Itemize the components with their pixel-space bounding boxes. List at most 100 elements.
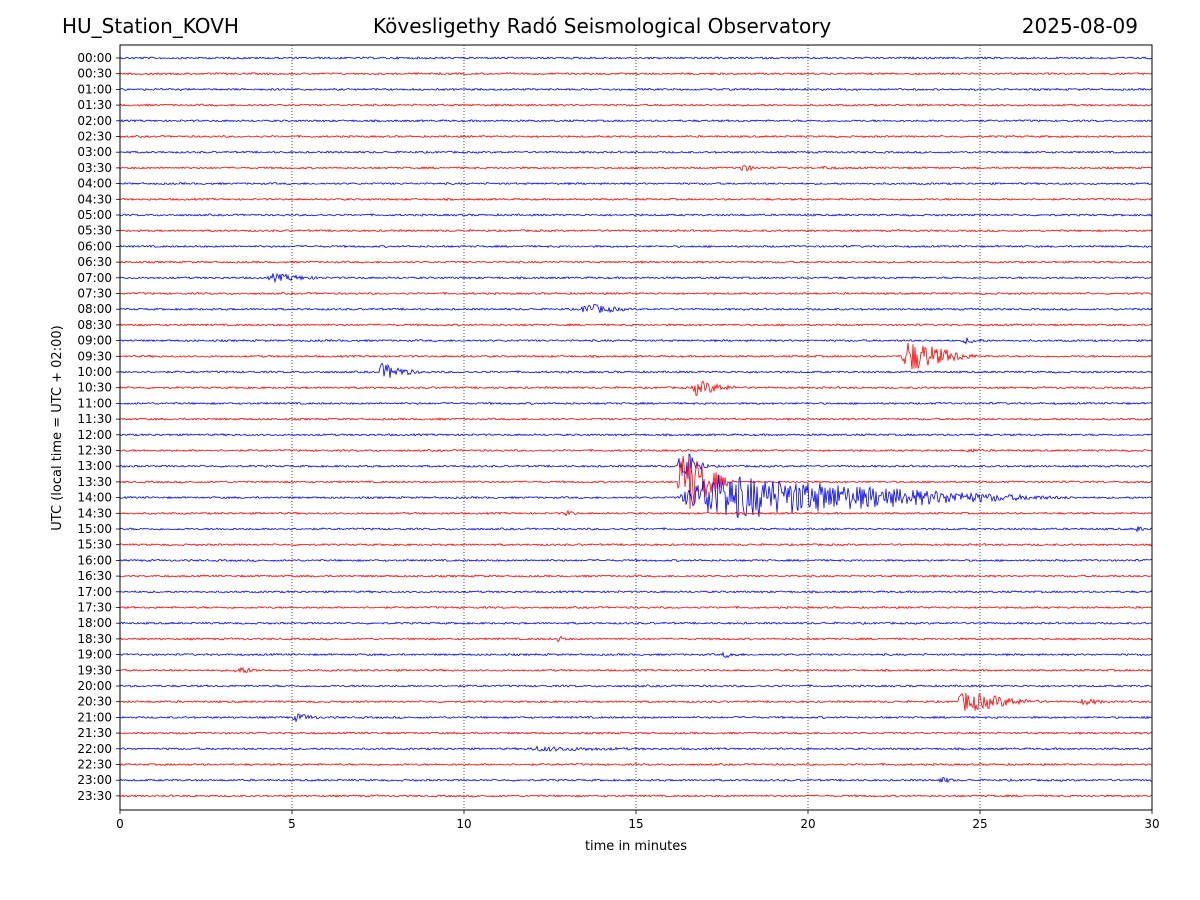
y-tick-label: 05:30 <box>77 224 112 238</box>
x-tick-label: 30 <box>1144 817 1159 831</box>
y-tick-label: 01:30 <box>77 98 112 112</box>
y-tick-label: 10:00 <box>77 365 112 379</box>
trace-2130 <box>119 731 1153 735</box>
trace-0700 <box>119 273 1153 284</box>
trace-1700 <box>119 590 1153 594</box>
trace-0130 <box>119 103 1153 107</box>
trace-0030 <box>119 71 1153 76</box>
y-tick-label: 22:00 <box>77 742 112 756</box>
trace-1230 <box>119 448 1152 453</box>
y-tick-label: 00:30 <box>77 67 112 81</box>
trace-0830 <box>119 323 1153 327</box>
x-tick-label: 5 <box>288 817 296 831</box>
y-tick-label: 10:30 <box>77 381 112 395</box>
y-tick-label: 09:30 <box>77 349 112 363</box>
trace-0100 <box>119 87 1153 92</box>
trace-1430 <box>120 509 1153 517</box>
y-tick-label: 07:30 <box>77 287 112 301</box>
trace-0900 <box>119 337 1153 345</box>
trace-2330 <box>119 794 1153 798</box>
trace-1130 <box>120 417 1153 421</box>
trace-0230 <box>119 134 1153 139</box>
trace-1730 <box>119 605 1152 610</box>
y-tick-label: 23:30 <box>77 789 112 803</box>
y-tick-label: 08:30 <box>77 318 112 332</box>
y-tick-label: 22:30 <box>77 758 112 772</box>
trace-0730 <box>119 291 1153 296</box>
y-tick-label: 02:30 <box>77 130 112 144</box>
trace-2230 <box>119 762 1153 767</box>
y-tick-label: 09:00 <box>77 334 112 348</box>
trace-2300 <box>119 776 1153 784</box>
trace-1630 <box>119 574 1153 578</box>
y-tick-label: 19:30 <box>77 663 112 677</box>
y-tick-label: 15:00 <box>77 522 112 536</box>
trace-1500 <box>119 526 1153 533</box>
trace-0000 <box>119 56 1153 60</box>
x-tick-label: 20 <box>800 817 815 831</box>
y-tick-label: 05:00 <box>77 208 112 222</box>
trace-1600 <box>119 558 1153 563</box>
trace-0500 <box>119 213 1153 217</box>
y-tick-label: 17:00 <box>77 585 112 599</box>
y-tick-label: 12:00 <box>77 428 112 442</box>
y-tick-label: 19:00 <box>77 648 112 662</box>
y-tick-label: 14:00 <box>77 491 112 505</box>
y-tick-label: 06:00 <box>77 239 112 253</box>
station-label: HU_Station_KOVH <box>62 14 239 38</box>
trace-1330 <box>119 455 1153 509</box>
trace-0300 <box>119 150 1153 154</box>
trace-1400 <box>119 474 1153 518</box>
y-tick-label: 18:30 <box>77 632 112 646</box>
trace-0530 <box>119 228 1153 233</box>
y-tick-label: 20:30 <box>77 695 112 709</box>
trace-0200 <box>119 119 1153 123</box>
y-tick-label: 11:30 <box>77 412 112 426</box>
trace-2100 <box>119 713 1152 723</box>
trace-2030 <box>119 692 1153 711</box>
y-tick-label: 04:30 <box>77 192 112 206</box>
y-tick-label: 04:00 <box>77 177 112 191</box>
trace-0630 <box>119 260 1152 264</box>
y-tick-label: 12:30 <box>77 444 112 458</box>
y-tick-label: 06:30 <box>77 255 112 269</box>
trace-1200 <box>119 433 1152 437</box>
y-tick-label: 07:00 <box>77 271 112 285</box>
trace-1100 <box>120 401 1153 406</box>
y-tick-label: 17:30 <box>77 601 112 615</box>
y-tick-label: 16:00 <box>77 553 112 567</box>
y-tick-label: 00:00 <box>77 51 112 65</box>
plot-frame <box>119 44 1153 811</box>
trace-1830 <box>119 635 1153 643</box>
y-tick-label: 11:00 <box>77 396 112 410</box>
y-tick-label: 14:30 <box>77 506 112 520</box>
y-tick-label: 01:00 <box>77 82 112 96</box>
y-tick-label: 16:30 <box>77 569 112 583</box>
trace-1530 <box>119 542 1153 547</box>
trace-1900 <box>120 651 1153 659</box>
observatory-title: Kövesligethy Radó Seismological Observat… <box>373 14 832 38</box>
y-tick-label: 21:00 <box>77 710 112 724</box>
x-tick-label: 10 <box>456 817 471 831</box>
trace-0800 <box>119 304 1153 314</box>
y-tick-label: 15:30 <box>77 538 112 552</box>
trace-0400 <box>119 181 1153 186</box>
trace-1030 <box>119 380 1153 396</box>
x-tick-label: 0 <box>116 817 124 831</box>
y-tick-label: 13:30 <box>77 475 112 489</box>
trace-1000 <box>119 362 1153 378</box>
x-tick-label: 25 <box>972 817 987 831</box>
date-label: 2025-08-09 <box>1021 14 1138 38</box>
trace-0600 <box>119 244 1153 249</box>
x-axis-label: time in minutes <box>585 839 687 854</box>
trace-0430 <box>120 197 1153 202</box>
y-tick-label: 03:30 <box>77 161 112 175</box>
y-tick-label: 02:00 <box>77 114 112 128</box>
x-tick-label: 15 <box>628 817 643 831</box>
trace-0330 <box>119 164 1153 172</box>
y-tick-label: 08:00 <box>77 302 112 316</box>
trace-2000 <box>119 684 1153 688</box>
trace-1930 <box>119 666 1153 674</box>
